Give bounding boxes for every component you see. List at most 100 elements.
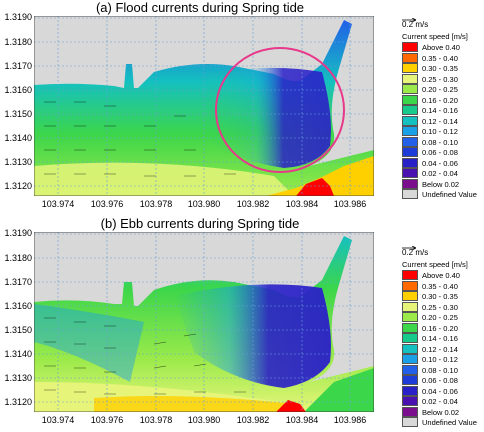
scale-label: 0.2 m/s: [402, 248, 429, 257]
legend-swatch: [402, 280, 418, 291]
legend-label: Below 0.02: [422, 179, 460, 189]
x-tick-label: 103.974: [41, 199, 75, 209]
x-tick-label: 103.980: [187, 415, 221, 425]
chart-title: (b) Ebb currents during Spring tide: [100, 216, 300, 231]
y-tick-label: 1.3170: [4, 277, 32, 287]
legend-swatch: [402, 189, 418, 199]
legend-entry: Above 0.40: [400, 270, 484, 281]
legend-swatch: [402, 73, 418, 84]
legend-entries: Above 0.40 0.35 - 0.40 0.30 - 0.35 0.25 - 0…: [400, 270, 484, 428]
legend-swatch: [402, 115, 418, 126]
legend-entry: Below 0.02: [400, 406, 484, 418]
y-tick-label: 1.3130: [4, 373, 32, 383]
chart-title: (a) Flood currents during Spring tide: [95, 0, 305, 15]
x-tick-label: 103.984: [285, 415, 319, 425]
legend-swatch: [402, 270, 418, 280]
legend-label: 0.06 - 0.08: [422, 376, 458, 385]
legend-entry: 0.02 - 0.04: [400, 396, 484, 407]
legend-label: Undefined Value: [422, 190, 477, 199]
legend-swatch: [402, 126, 418, 136]
y-tick-label: 1.3140: [4, 133, 32, 143]
legend-entry: 0.25 - 0.30: [400, 301, 484, 313]
legend: 0.2 m/s Current speed [m/s] Above 0.40 0.…: [400, 246, 484, 428]
legend-swatch: [402, 333, 418, 343]
legend-swatch: [402, 178, 418, 189]
legend-entry: 0.06 - 0.08: [400, 375, 484, 386]
legend-swatch: [402, 343, 418, 354]
legend-entry: 0.30 - 0.35: [400, 63, 484, 74]
legend-entry: 0.20 - 0.25: [400, 312, 484, 323]
legend-swatch: [402, 105, 418, 115]
panel-flood: (a) Flood currents during Spring tide: [4, 0, 484, 210]
legend-entry: 0.10 - 0.12: [400, 354, 484, 365]
legend-entry: 0.06 - 0.08: [400, 147, 484, 158]
legend-swatch: [402, 385, 418, 396]
legend-label: 0.20 - 0.25: [422, 313, 458, 322]
legend-swatch: [402, 417, 418, 427]
legend-entries: Above 0.40 0.35 - 0.40 0.30 - 0.35 0.25 - 0…: [400, 42, 484, 200]
legend-label: 0.04 - 0.06: [422, 386, 458, 396]
legend-entry: 0.35 - 0.40: [400, 52, 484, 64]
legend-unit: Current speed [m/s]: [402, 32, 468, 41]
legend-label: 0.08 - 0.10: [422, 137, 458, 147]
legend-label: 0.30 - 0.35: [422, 64, 458, 73]
legend-swatch: [402, 322, 418, 333]
legend-label: Below 0.02: [422, 407, 460, 417]
y-tick-label: 1.3150: [4, 325, 32, 335]
y-tick-label: 1.3150: [4, 109, 32, 119]
y-tick-label: 1.3120: [4, 397, 32, 407]
legend-swatch: [402, 291, 418, 301]
legend-label: 0.08 - 0.10: [422, 365, 458, 375]
legend-entry: 0.12 - 0.14: [400, 115, 484, 127]
legend-swatch: [402, 396, 418, 406]
legend-swatch: [402, 312, 418, 322]
legend-label: Undefined Value: [422, 418, 477, 427]
legend-entry: 0.14 - 0.16: [400, 105, 484, 116]
legend-entry: 0.16 - 0.20: [400, 322, 484, 334]
legend-entry: 0.14 - 0.16: [400, 333, 484, 344]
legend-swatch: [402, 42, 418, 52]
x-tick-label: 103.980: [187, 199, 221, 209]
legend-label: 0.14 - 0.16: [422, 334, 458, 343]
flood-current-map: [34, 16, 374, 196]
legend-label: 0.14 - 0.16: [422, 106, 458, 115]
x-tick-label: 103.978: [139, 415, 173, 425]
legend-entry: 0.20 - 0.25: [400, 84, 484, 95]
legend-label: 0.06 - 0.08: [422, 148, 458, 157]
legend-label: 0.20 - 0.25: [422, 85, 458, 94]
legend-entry: 0.30 - 0.35: [400, 291, 484, 302]
legend-label: 0.12 - 0.14: [422, 344, 458, 354]
y-tick-label: 1.3190: [4, 12, 32, 22]
legend-label: 0.35 - 0.40: [422, 53, 458, 63]
x-tick-label: 103.986: [333, 199, 367, 209]
legend-entry: 0.08 - 0.10: [400, 136, 484, 148]
legend-entry: Undefined Value: [400, 189, 484, 200]
x-tick-label: 103.986: [333, 415, 367, 425]
y-tick-label: 1.3130: [4, 157, 32, 167]
legend-entry: Undefined Value: [400, 417, 484, 428]
legend-swatch: [402, 406, 418, 417]
legend-entry: 0.16 - 0.20: [400, 94, 484, 106]
y-tick-label: 1.3180: [4, 253, 32, 263]
x-tick-label: 103.982: [236, 199, 270, 209]
legend-swatch: [402, 157, 418, 168]
y-tick-label: 1.3120: [4, 181, 32, 191]
legend-entry: 0.04 - 0.06: [400, 157, 484, 169]
legend-swatch: [402, 364, 418, 375]
legend-entry: Below 0.02: [400, 178, 484, 190]
legend-swatch: [402, 375, 418, 385]
x-tick-label: 103.976: [90, 415, 124, 425]
legend-label: 0.02 - 0.04: [422, 397, 458, 406]
legend-unit: Current speed [m/s]: [402, 260, 468, 269]
x-tick-label: 103.974: [41, 415, 75, 425]
legend-scale: 0.2 m/s: [400, 18, 484, 30]
annotation-circle: [215, 47, 345, 173]
legend-label: 0.04 - 0.06: [422, 158, 458, 168]
legend-label: 0.16 - 0.20: [422, 323, 458, 333]
legend-label: Above 0.40: [422, 271, 460, 280]
x-tick-label: 103.982: [236, 415, 270, 425]
legend-swatch: [402, 63, 418, 73]
legend-label: 0.25 - 0.30: [422, 74, 458, 84]
legend-swatch: [402, 354, 418, 364]
legend-swatch: [402, 147, 418, 157]
